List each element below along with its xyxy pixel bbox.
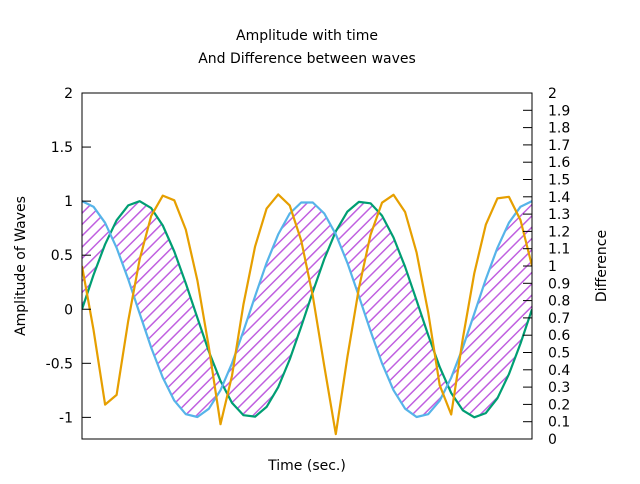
y2-tick-label: 0.6 (548, 328, 570, 344)
y2-tick-label: 1.8 (548, 121, 570, 137)
y2-tick-label: 0.7 (548, 311, 570, 327)
y2-tick-label: 1 (548, 259, 557, 275)
y2-tick-label: 0.9 (548, 276, 570, 292)
difference-line (82, 193, 532, 436)
y-tick-label: 0.5 (51, 248, 73, 264)
y-tick-label: 1.5 (51, 140, 73, 156)
y2-tick-label: 0.4 (548, 363, 570, 379)
chart-title: Amplitude with time (236, 28, 378, 44)
y2-tick-label: 1.6 (548, 155, 570, 171)
y-tick-label: -0.5 (46, 356, 73, 372)
y2-tick-label: 1.4 (548, 190, 570, 206)
y-tick-label: 2 (64, 86, 73, 102)
x-axis-label: Time (sec.) (267, 458, 346, 474)
cos-line (82, 200, 532, 419)
y2-tick-label: 0.3 (548, 380, 570, 396)
y2-tick-label: 2 (548, 86, 557, 102)
y2-tick-label: 1.3 (548, 207, 570, 223)
y-tick-label: 0 (64, 302, 73, 318)
y2-tick-label: 0 (548, 432, 557, 448)
y2-tick-label: 1.5 (548, 173, 570, 189)
y2-tick-label: 0.8 (548, 294, 570, 310)
y2-tick-label: 0.5 (548, 346, 570, 362)
y2-tick-label: 0.2 (548, 397, 570, 413)
y2-tick-label: 1.7 (548, 138, 570, 154)
sin-line (82, 200, 532, 419)
y2-tick-label: 1.9 (548, 103, 570, 119)
chart-subtitle: And Difference between waves (198, 51, 416, 67)
y-tick-label: -1 (59, 410, 73, 426)
y-tick-label: 1 (64, 194, 73, 210)
y2-tick-label: 1.1 (548, 242, 570, 258)
y2-axis-label: Difference (594, 230, 610, 302)
y2-tick-label: 1.2 (548, 224, 570, 240)
y2-tick-label: 0.1 (548, 415, 570, 431)
y-axis-label: Amplitude of Waves (13, 196, 29, 336)
